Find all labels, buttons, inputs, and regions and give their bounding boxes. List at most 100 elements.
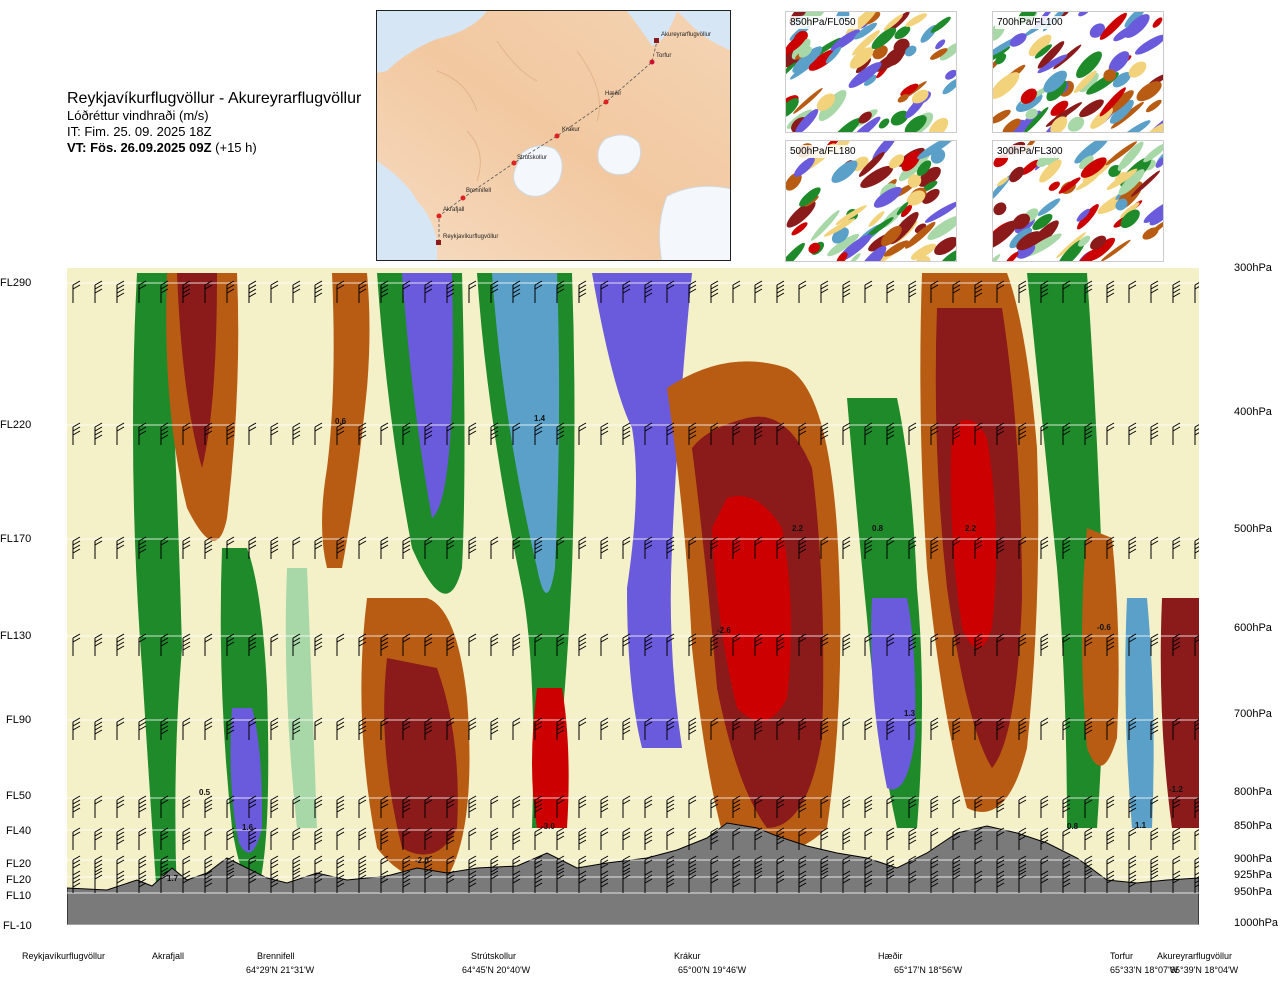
thumb-blob bbox=[1100, 239, 1131, 261]
wind-barb bbox=[116, 717, 125, 740]
wind-barb bbox=[182, 536, 191, 559]
wind-barb bbox=[1084, 422, 1093, 445]
thumb-blob bbox=[995, 53, 1007, 65]
wind-barb bbox=[380, 870, 389, 893]
wind-barb bbox=[1194, 717, 1203, 740]
contour-value-label: 1.6 bbox=[242, 823, 254, 832]
thumbnail-700hpa[interactable]: 700hPa/FL100 bbox=[992, 11, 1164, 133]
wind-barb bbox=[666, 633, 675, 656]
hpa-label: 400hPa bbox=[1234, 406, 1272, 418]
wind-barb bbox=[94, 870, 103, 893]
wind-barb bbox=[534, 855, 543, 878]
thumb-blob bbox=[1136, 81, 1162, 102]
wind-barb bbox=[116, 870, 125, 893]
wind-barb bbox=[204, 422, 213, 445]
wind-barb bbox=[556, 633, 565, 656]
wind-barb bbox=[204, 280, 213, 303]
wind-barb bbox=[644, 827, 653, 850]
wind-barb bbox=[1106, 422, 1115, 445]
wind-barb bbox=[138, 795, 147, 818]
thumbnail-850hpa[interactable]: 850hPa/FL050 bbox=[785, 11, 957, 133]
wind-barb bbox=[644, 280, 653, 303]
band-very-strong-up bbox=[230, 708, 263, 853]
wind-barb bbox=[1062, 827, 1071, 850]
thumbnail-300hpa[interactable]: 300hPa/FL300 bbox=[992, 140, 1164, 262]
thumb-blob bbox=[816, 93, 836, 112]
thumb-blob bbox=[825, 46, 842, 64]
thumb-blob bbox=[1118, 169, 1145, 196]
thumb-blob bbox=[1108, 51, 1130, 73]
thumb-blob bbox=[900, 83, 919, 97]
thumb-blob bbox=[914, 223, 927, 233]
wind-barb bbox=[556, 422, 565, 445]
thumb-blob bbox=[1130, 170, 1161, 197]
fl-label: FL90 bbox=[6, 714, 32, 726]
wind-barb bbox=[908, 717, 917, 740]
wind-barb bbox=[402, 870, 411, 893]
thumb-blob bbox=[945, 69, 956, 80]
wind-barb bbox=[1084, 795, 1093, 818]
hpa-label: 1000hPa bbox=[1234, 917, 1279, 929]
wind-barb bbox=[182, 422, 191, 445]
hpa-label: 300hPa bbox=[1234, 262, 1272, 274]
station-label: Akureyrarflugvöllur bbox=[1157, 951, 1233, 961]
wind-barb bbox=[754, 280, 763, 303]
wind-barb bbox=[138, 633, 147, 656]
wind-barb bbox=[1106, 633, 1115, 656]
wind-barb bbox=[1128, 795, 1137, 818]
wind-barb bbox=[116, 827, 125, 850]
wind-barb bbox=[864, 536, 873, 559]
thumb-blob bbox=[1078, 235, 1091, 247]
wind-barb bbox=[182, 827, 191, 850]
thumb-blob bbox=[896, 202, 909, 216]
wind-barb bbox=[1106, 536, 1115, 559]
wind-barb bbox=[974, 422, 983, 445]
thumb-blob bbox=[852, 30, 880, 56]
thumb-blob bbox=[786, 97, 799, 118]
wind-barb bbox=[1194, 536, 1203, 559]
wind-barb bbox=[468, 717, 477, 740]
wind-barb bbox=[666, 795, 675, 818]
wind-barb bbox=[930, 827, 939, 850]
thumb-blob bbox=[791, 38, 811, 60]
thumbnail-500hpa[interactable]: 500hPa/FL180 bbox=[785, 140, 957, 262]
wind-barb bbox=[1150, 827, 1159, 850]
wind-barb bbox=[424, 795, 433, 818]
map-label: Krákur bbox=[562, 127, 580, 133]
thumb-blob bbox=[883, 240, 909, 257]
valid-time: VT: Fös. 26.09.2025 09Z (+15 h) bbox=[67, 140, 382, 156]
thumb-blob bbox=[823, 218, 856, 237]
wind-barb bbox=[160, 795, 169, 818]
wind-barb bbox=[1128, 633, 1137, 656]
wind-barb bbox=[908, 280, 917, 303]
map-label: Akrafjall bbox=[443, 207, 464, 213]
wind-barb bbox=[248, 827, 257, 850]
wind-barb bbox=[1040, 422, 1049, 445]
valid-time-main: VT: Fös. 26.09.2025 09Z bbox=[67, 140, 212, 155]
waypoint-marker bbox=[436, 213, 442, 219]
route-map-svg: Akureyrarflugvöllur Torfur Hæðir Krákur … bbox=[377, 11, 730, 260]
wind-barb bbox=[248, 717, 257, 740]
wind-barb bbox=[798, 855, 807, 878]
thumb-blob bbox=[872, 45, 888, 60]
wind-barb bbox=[666, 280, 675, 303]
wind-barb bbox=[842, 536, 851, 559]
wind-barb bbox=[820, 280, 829, 303]
route-map[interactable]: Akureyrarflugvöllur Torfur Hæðir Krákur … bbox=[376, 10, 731, 261]
wind-barb bbox=[138, 536, 147, 559]
thumb-blob bbox=[935, 39, 946, 50]
wind-barb bbox=[754, 870, 763, 893]
thumb-blob bbox=[860, 165, 894, 188]
thumb-blob bbox=[791, 222, 808, 236]
wind-barb bbox=[358, 827, 367, 850]
wind-barb bbox=[754, 795, 763, 818]
thumb-blob bbox=[794, 157, 815, 177]
wind-barb bbox=[1040, 795, 1049, 818]
wind-barb bbox=[556, 870, 565, 893]
band-very-strong-up bbox=[402, 273, 453, 518]
contour-value-label: 0.8 bbox=[1067, 822, 1079, 831]
wind-barb bbox=[710, 280, 719, 303]
wind-barb bbox=[424, 633, 433, 656]
wind-barb bbox=[204, 870, 213, 893]
wind-barb bbox=[534, 870, 543, 893]
